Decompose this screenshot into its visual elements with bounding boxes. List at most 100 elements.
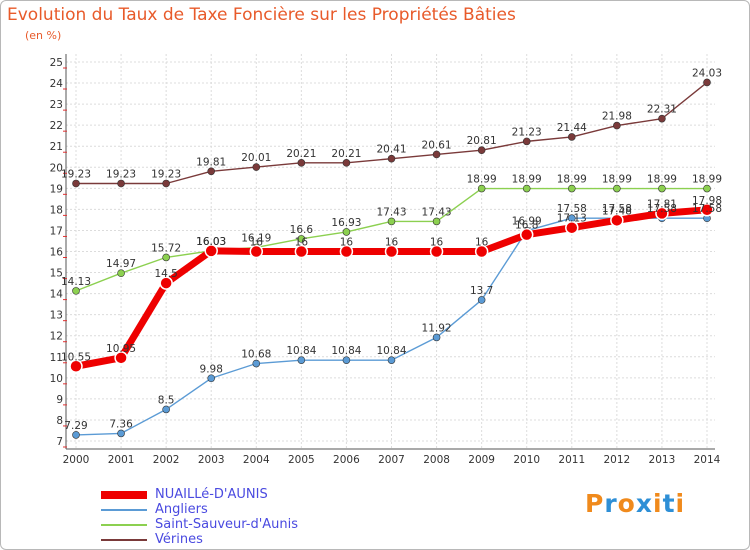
data-point-3 xyxy=(162,179,170,188)
data-point-1 xyxy=(432,333,441,342)
data-label-1: 16.99 xyxy=(512,216,542,228)
data-label-0: 16.8 xyxy=(515,220,538,232)
data-label-3: 21.44 xyxy=(557,122,587,134)
legend-label: NUAILLé-D'AUNIS xyxy=(155,487,268,502)
y-tick-label: 18 xyxy=(50,204,63,216)
data-point-0 xyxy=(655,206,669,221)
logo-letter: x xyxy=(635,489,653,518)
y-tick-label: 10 xyxy=(50,373,63,385)
y-tick-label: 16 xyxy=(50,247,64,259)
x-tick-label: 2005 xyxy=(288,454,315,466)
data-point-0 xyxy=(474,244,489,259)
data-point-3 xyxy=(703,78,711,87)
data-point-3 xyxy=(297,159,306,167)
y-tick-label: 19 xyxy=(50,183,63,195)
data-point-2 xyxy=(477,184,486,193)
data-point-1 xyxy=(117,429,125,438)
data-label-3: 20.81 xyxy=(467,135,497,147)
data-label-2: 18.99 xyxy=(467,174,497,186)
x-tick-label: 2002 xyxy=(153,454,180,466)
data-label-2: 16.93 xyxy=(331,217,361,229)
y-tick-label: 7 xyxy=(56,436,63,448)
data-point-3 xyxy=(387,154,396,163)
data-label-3: 19.81 xyxy=(196,156,226,168)
data-point-3 xyxy=(72,179,80,188)
y-tick-label: 11 xyxy=(50,352,63,364)
data-point-0 xyxy=(610,213,624,228)
legend-swatch xyxy=(101,508,147,511)
data-label-1: 17.58 xyxy=(602,203,632,215)
data-point-1 xyxy=(387,356,396,364)
data-point-2 xyxy=(613,184,621,193)
data-label-1: 13.7 xyxy=(470,285,493,297)
data-point-0 xyxy=(69,359,83,374)
x-tick-label: 2007 xyxy=(378,454,405,466)
data-point-2 xyxy=(342,228,351,236)
data-point-0 xyxy=(159,276,173,290)
data-label-0: 16 xyxy=(250,237,264,249)
data-label-3: 21.98 xyxy=(602,111,632,123)
data-point-3 xyxy=(207,167,216,176)
data-label-3: 20.41 xyxy=(376,144,406,156)
data-label-1: 10.68 xyxy=(241,349,271,361)
data-label-1: 8.5 xyxy=(158,394,175,406)
legend-label: Saint-Sauveur-d'Aunis xyxy=(155,517,299,532)
legend-swatch xyxy=(101,490,147,499)
data-label-3: 19.23 xyxy=(151,168,181,180)
data-point-3 xyxy=(252,163,261,171)
x-tick-label: 2012 xyxy=(603,454,630,466)
x-tick-label: 2014 xyxy=(694,454,721,466)
y-tick-label: 25 xyxy=(50,57,63,69)
data-point-2 xyxy=(387,217,396,226)
x-tick-label: 2003 xyxy=(198,454,225,466)
data-label-2: 18.99 xyxy=(557,174,587,186)
data-point-2 xyxy=(297,235,306,243)
data-label-0: 16.03 xyxy=(196,236,226,248)
y-tick-label: 20 xyxy=(50,162,63,174)
data-label-1: 7.36 xyxy=(109,418,133,430)
logo-letter: i xyxy=(653,489,663,518)
data-label-2: 18.99 xyxy=(647,174,677,186)
data-point-2 xyxy=(658,184,666,193)
data-label-1: 11.92 xyxy=(422,322,452,334)
legend-item: Vérines xyxy=(101,532,361,547)
data-point-1 xyxy=(342,356,351,364)
data-label-1: 17.58 xyxy=(557,203,587,215)
x-tick-label: 2000 xyxy=(63,454,90,466)
data-point-1 xyxy=(72,431,80,439)
logo-letter: i xyxy=(675,489,686,518)
legend-swatch xyxy=(101,538,147,541)
data-label-2: 18.99 xyxy=(602,174,632,186)
data-label-0: 17.81 xyxy=(647,198,677,210)
data-label-1: 17.58 xyxy=(647,203,677,215)
data-label-2: 17.43 xyxy=(376,206,406,218)
data-label-3: 20.61 xyxy=(422,139,452,151)
data-point-0 xyxy=(519,227,534,242)
logo-letter: P xyxy=(585,489,605,518)
x-tick-label: 2009 xyxy=(468,454,495,466)
data-point-0 xyxy=(429,244,444,259)
data-point-3 xyxy=(567,133,576,141)
data-point-2 xyxy=(72,287,80,295)
data-label-2: 16.03 xyxy=(196,236,226,248)
data-point-2 xyxy=(703,184,711,193)
logo-letter: r xyxy=(604,489,618,518)
y-tick-label: 17 xyxy=(50,225,63,237)
data-point-3 xyxy=(658,114,666,123)
y-tick-label: 15 xyxy=(50,268,63,280)
x-tick-label: 2006 xyxy=(333,454,360,466)
data-point-2 xyxy=(522,184,531,193)
data-point-2 xyxy=(117,269,125,277)
data-point-2 xyxy=(162,253,170,262)
data-point-3 xyxy=(342,159,351,167)
data-label-1: 10.84 xyxy=(331,345,361,357)
unit-label: (en %) xyxy=(25,29,62,42)
y-tick-label: 9 xyxy=(56,394,63,406)
x-tick-label: 2001 xyxy=(108,454,135,466)
legend-item: NUAILLé-D'AUNIS xyxy=(101,487,361,502)
logo-letter: t xyxy=(662,489,676,518)
y-tick-label: 14 xyxy=(50,289,64,301)
legend-swatch xyxy=(101,523,147,526)
